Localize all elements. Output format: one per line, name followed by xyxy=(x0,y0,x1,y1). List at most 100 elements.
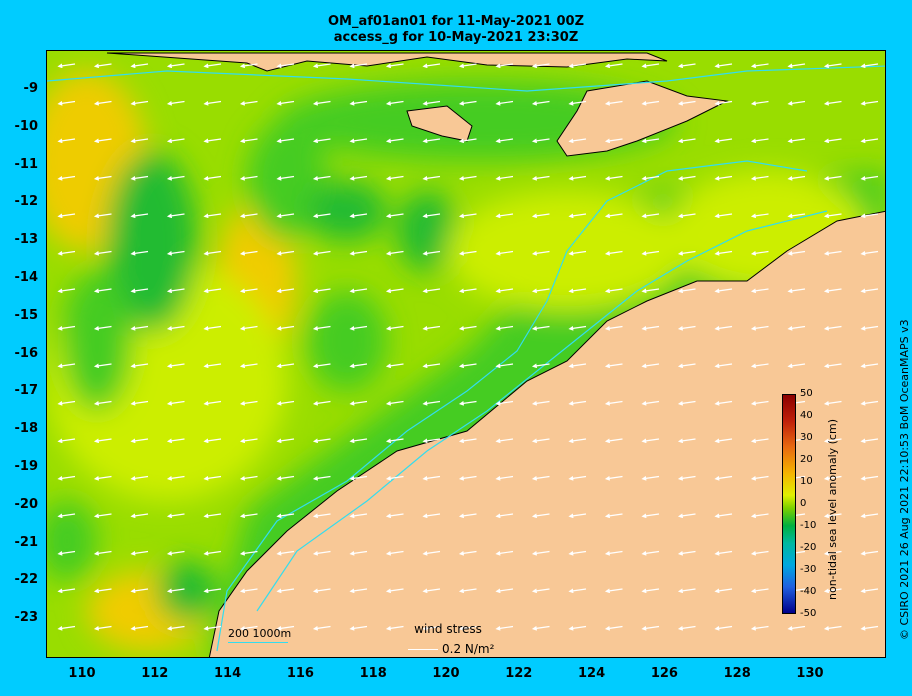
wind-arrow xyxy=(495,288,514,294)
wind-arrow xyxy=(677,325,696,331)
wind-arrow xyxy=(276,400,295,406)
wind-arrow xyxy=(385,175,404,181)
wind-arrow xyxy=(312,588,331,594)
wind-arrow xyxy=(714,175,733,181)
wind-arrow xyxy=(860,550,879,556)
wind-arrow xyxy=(458,288,477,294)
wind-arrow xyxy=(604,513,623,519)
wind-arrow xyxy=(385,550,404,556)
wind-arrow xyxy=(860,175,879,181)
wind-arrow xyxy=(385,213,404,219)
wind-arrow xyxy=(823,250,842,256)
wind-arrow xyxy=(130,250,149,256)
wind-arrow xyxy=(57,138,76,144)
colorbar xyxy=(782,394,796,614)
wind-arrow xyxy=(531,288,550,294)
wind-arrow xyxy=(568,288,587,294)
wind-arrow xyxy=(531,550,550,556)
wind-arrow xyxy=(568,550,587,556)
wind-arrow xyxy=(568,400,587,406)
wind-arrow xyxy=(385,625,404,631)
wind-arrow xyxy=(787,63,806,69)
wind-arrow xyxy=(349,438,368,444)
wind-arrow xyxy=(349,63,368,69)
wind-arrow xyxy=(531,363,550,369)
wind-arrow xyxy=(641,138,660,144)
wind-arrow xyxy=(312,625,331,631)
wind-arrow xyxy=(787,175,806,181)
wind-arrow xyxy=(860,288,879,294)
lat-tick-label: -16 xyxy=(14,345,39,361)
wind-arrow xyxy=(422,213,441,219)
colorbar-tick-label: 10 xyxy=(800,476,813,487)
lon-tick-label: 122 xyxy=(505,666,533,681)
wind-arrow xyxy=(349,250,368,256)
wind-arrow xyxy=(385,138,404,144)
wind-arrow xyxy=(568,625,587,631)
wind-arrow xyxy=(312,550,331,556)
wind-arrow xyxy=(714,325,733,331)
wind-arrow xyxy=(130,175,149,181)
depth-contour-label: 200 1000m xyxy=(228,627,292,640)
wind-arrow xyxy=(750,513,769,519)
wind-arrow xyxy=(750,400,769,406)
wind-arrow xyxy=(568,513,587,519)
lat-tick-label: -17 xyxy=(14,383,39,399)
lat-tick-label: -18 xyxy=(14,421,39,437)
wind-arrow xyxy=(458,550,477,556)
wind-arrow xyxy=(641,400,660,406)
wind-arrow xyxy=(166,550,185,556)
wind-arrow xyxy=(458,625,477,631)
wind-arrow xyxy=(604,325,623,331)
wind-arrow xyxy=(312,475,331,481)
wind-arrow xyxy=(93,363,112,369)
wind-arrow xyxy=(203,175,222,181)
wind-arrow xyxy=(750,550,769,556)
depth-contour-swatch xyxy=(228,642,288,643)
wind-arrow xyxy=(568,250,587,256)
wind-arrow xyxy=(714,63,733,69)
wind-arrow xyxy=(130,513,149,519)
wind-arrow xyxy=(276,138,295,144)
wind-arrow xyxy=(166,588,185,594)
wind-arrow xyxy=(531,438,550,444)
wind-arrow xyxy=(422,550,441,556)
colorbar-tick-label: 0 xyxy=(800,498,807,509)
wind-arrow xyxy=(166,288,185,294)
wind-arrow xyxy=(495,513,514,519)
wind-arrow xyxy=(312,63,331,69)
wind-arrow xyxy=(203,138,222,144)
wind-arrow xyxy=(823,288,842,294)
wind-arrow xyxy=(130,588,149,594)
wind-arrow xyxy=(57,400,76,406)
wind-arrow xyxy=(750,175,769,181)
wind-arrow xyxy=(57,625,76,631)
wind-arrow xyxy=(422,100,441,106)
wind-arrow xyxy=(385,63,404,69)
lat-tick-label: -15 xyxy=(14,307,39,323)
wind-arrow xyxy=(130,438,149,444)
wind-arrow xyxy=(349,138,368,144)
wind-arrow xyxy=(57,325,76,331)
lat-tick-label: -12 xyxy=(14,194,39,210)
wind-arrow xyxy=(130,213,149,219)
wind-arrow xyxy=(239,400,258,406)
wind-arrow xyxy=(458,175,477,181)
lat-tick-label: -13 xyxy=(14,232,39,248)
wind-arrow xyxy=(495,100,514,106)
lon-tick-label: 110 xyxy=(68,666,96,681)
wind-arrow xyxy=(458,250,477,256)
wind-arrow xyxy=(568,175,587,181)
wind-arrow xyxy=(750,100,769,106)
wind-arrow xyxy=(641,513,660,519)
wind-arrow xyxy=(787,100,806,106)
wind-arrow xyxy=(860,138,879,144)
sumba-island xyxy=(406,105,473,142)
wind-arrow xyxy=(203,438,222,444)
wind-arrow xyxy=(531,400,550,406)
lon-tick-label: 130 xyxy=(796,666,824,681)
wind-arrow xyxy=(166,175,185,181)
wind-arrow xyxy=(568,325,587,331)
wind-arrow xyxy=(239,550,258,556)
wind-arrow xyxy=(823,588,842,594)
